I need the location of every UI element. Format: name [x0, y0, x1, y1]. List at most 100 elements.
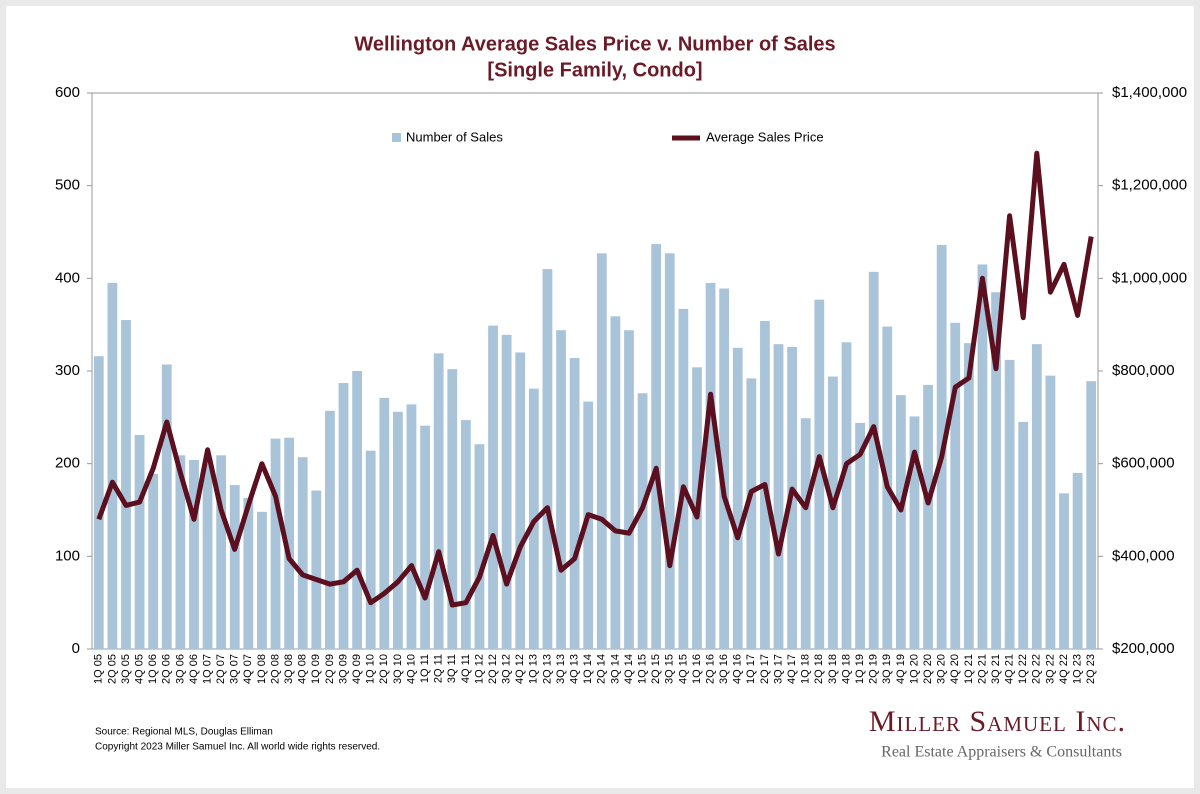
bar — [297, 457, 308, 649]
bar — [814, 299, 825, 649]
x-tick-label: 2Q 10 — [378, 654, 390, 684]
x-tick-label: 2Q 05 — [106, 654, 118, 684]
x-tick-label: 2Q 20 — [922, 654, 934, 684]
bar — [148, 473, 159, 649]
bar — [175, 455, 186, 649]
bar — [338, 383, 349, 649]
bar — [637, 393, 648, 649]
bar — [161, 364, 172, 649]
bar — [991, 292, 1001, 649]
x-tick-label: 2Q 21 — [976, 654, 988, 684]
x-tick-label: 1Q 11 — [419, 654, 431, 683]
plot-area — [91, 92, 1099, 650]
bar — [379, 397, 390, 649]
x-tick-label: 3Q 20 — [936, 654, 948, 684]
bar — [325, 410, 335, 649]
x-tick-label: 3Q 09 — [337, 654, 349, 684]
x-tick-label: 3Q 21 — [990, 654, 1002, 684]
bar — [433, 353, 444, 649]
x-tick-label: 3Q 08 — [283, 654, 295, 684]
y2-tick-label: $1,000,000 — [1112, 269, 1187, 286]
x-tick-label: 3Q 05 — [120, 654, 132, 684]
bar — [392, 411, 403, 649]
x-tick-label: 1Q 15 — [636, 654, 648, 684]
x-tick-label: 1Q 10 — [365, 654, 377, 684]
bar — [923, 384, 933, 649]
x-tick-label: 3Q 14 — [609, 654, 621, 684]
x-tick-label: 4Q 19 — [895, 654, 907, 684]
bar — [1018, 421, 1029, 649]
bar — [406, 404, 417, 649]
bar — [1031, 344, 1042, 649]
chart-subtitle: [Single Family, Condo] — [487, 59, 702, 81]
x-tick-label: 1Q 06 — [147, 654, 159, 684]
y-tick-label: 400 — [55, 269, 80, 286]
x-tick-label: 4Q 09 — [351, 654, 363, 684]
x-tick-label: 2Q 15 — [650, 654, 662, 684]
x-tick-label: 2Q 18 — [813, 654, 825, 684]
bar — [732, 347, 743, 649]
x-tick-label: 4Q 14 — [623, 654, 635, 684]
x-tick-label: 2Q 22 — [1031, 654, 1043, 684]
x-tick-label: 4Q 17 — [786, 654, 798, 684]
y2-tick-label: $400,000 — [1112, 547, 1175, 564]
bar — [257, 511, 267, 649]
x-tick-label: 1Q 23 — [1072, 654, 1084, 684]
x-tick-label: 3Q 12 — [501, 654, 513, 684]
x-tick-label: 1Q 14 — [582, 654, 594, 684]
y2-tick-label: $200,000 — [1112, 640, 1175, 657]
bar — [719, 288, 730, 649]
bar — [420, 425, 430, 649]
bar — [270, 438, 281, 649]
bar — [583, 401, 594, 649]
bar — [963, 343, 974, 649]
x-tick-label: 4Q 16 — [732, 654, 744, 684]
y-tick-label: 300 — [55, 362, 80, 379]
x-tick-label: 4Q 15 — [677, 654, 689, 684]
x-tick-label: 4Q 05 — [133, 654, 145, 684]
price-line — [96, 150, 1094, 608]
bar — [134, 434, 145, 649]
x-tick-label: 1Q 12 — [473, 654, 485, 684]
x-tick-label: 3Q 10 — [392, 654, 404, 684]
x-tick-label: 1Q 19 — [854, 654, 866, 684]
bar — [447, 369, 458, 649]
x-tick-label: 4Q 18 — [840, 654, 852, 684]
legend-label: Number of Sales — [406, 129, 503, 144]
x-tick-label: 3Q 22 — [1044, 654, 1056, 684]
x-tick-label: 1Q 05 — [93, 654, 105, 684]
x-tick-label: 4Q 10 — [405, 654, 417, 684]
bar — [501, 334, 512, 649]
bar — [909, 416, 920, 649]
bar — [93, 356, 104, 649]
y-tick-label: 0 — [72, 640, 80, 657]
y2-tick-label: $1,400,000 — [1112, 84, 1187, 101]
x-tick-label: 3Q 13 — [555, 654, 567, 684]
x-tick-label: 2Q 14 — [596, 654, 608, 684]
bar — [895, 395, 906, 649]
bar — [746, 378, 757, 649]
x-tick-label: 2Q 23 — [1085, 654, 1097, 684]
x-tick-label: 2Q 13 — [541, 654, 553, 684]
x-tick-label: 1Q 13 — [528, 654, 540, 684]
y2-tick-label: $1,200,000 — [1112, 177, 1187, 194]
x-tick-label: 4Q 08 — [297, 654, 309, 684]
y-tick-label: 500 — [55, 177, 80, 194]
bar — [542, 269, 553, 649]
x-tick-label: 2Q 06 — [161, 654, 173, 684]
bar — [841, 342, 852, 649]
source-note: Source: Regional MLS, Douglas Elliman — [95, 727, 273, 738]
x-tick-label: 2Q 12 — [487, 654, 499, 684]
bar — [624, 330, 634, 649]
x-tick-label: 4Q 07 — [242, 654, 254, 684]
bar — [474, 444, 485, 649]
bar — [1004, 359, 1015, 649]
logo-tagline: Real Estate Appraisers & Consultants — [881, 744, 1122, 761]
x-tick-label: 2Q 19 — [868, 654, 880, 684]
x-tick-label: 4Q 21 — [1004, 654, 1016, 684]
x-tick-label: 4Q 11 — [460, 654, 472, 683]
bar — [202, 463, 213, 649]
y2-tick-label: $600,000 — [1112, 455, 1175, 472]
bar — [800, 418, 811, 649]
x-tick-label: 3Q 17 — [772, 654, 784, 684]
